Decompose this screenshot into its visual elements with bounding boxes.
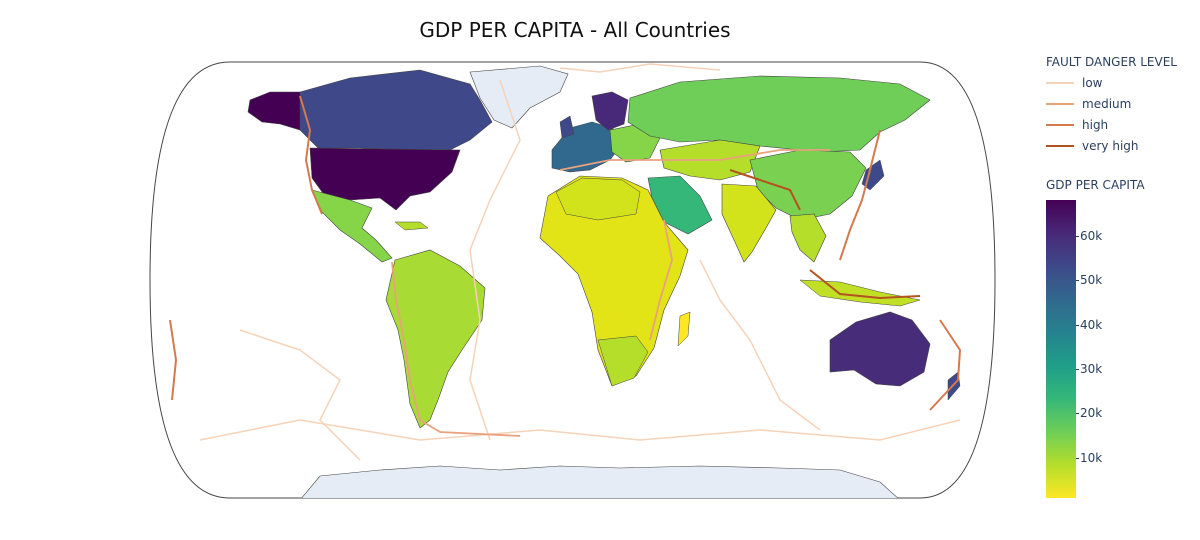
legend-swatch-medium bbox=[1046, 102, 1074, 105]
country-caribbean[interactable] bbox=[394, 221, 429, 231]
legend-label-very-high: very high bbox=[1082, 138, 1139, 153]
region-southern-africa[interactable] bbox=[597, 335, 649, 387]
country-mexico[interactable] bbox=[311, 189, 393, 263]
colorbar-gradient bbox=[1046, 200, 1076, 498]
country-new-zealand[interactable] bbox=[947, 371, 961, 401]
country-madagascar[interactable] bbox=[677, 311, 691, 347]
colorbar-tick-10k: 10k bbox=[1075, 450, 1103, 465]
legend-label-low: low bbox=[1082, 75, 1103, 90]
fault-lines bbox=[169, 63, 962, 461]
legend-label-medium: medium bbox=[1082, 96, 1132, 111]
continent-antarctica[interactable] bbox=[299, 465, 901, 500]
fault-line-medium-rift bbox=[649, 219, 673, 341]
colorbar-tick-30k: 30k bbox=[1075, 362, 1103, 376]
fault-line-low-arctic bbox=[559, 63, 721, 73]
legend-swatch-low bbox=[1046, 81, 1074, 84]
fault-line-high-west-us bbox=[299, 95, 323, 215]
fault-legend-title: FAULT DANGER LEVEL bbox=[1046, 55, 1177, 69]
legend-label-high: high bbox=[1082, 117, 1109, 132]
fault-line-medium-alpide bbox=[559, 149, 830, 171]
legend-swatch-very-high bbox=[1046, 144, 1074, 147]
fault-line-medium-andes bbox=[391, 261, 521, 437]
colorbar-title: GDP PER CAPITA bbox=[1046, 178, 1145, 192]
fault-danger-legend: FAULT DANGER LEVEL low medium high very … bbox=[1046, 55, 1196, 156]
fault-line-low-antarctic bbox=[199, 419, 961, 441]
colorbar-tick-60k: 60k bbox=[1075, 228, 1103, 243]
region-north-africa[interactable] bbox=[555, 177, 641, 221]
fault-line-high-tonga bbox=[929, 319, 962, 411]
fault-line-high-japan bbox=[839, 129, 881, 261]
fault-line-veryhigh-indonesia bbox=[809, 269, 921, 300]
country-usa[interactable] bbox=[309, 147, 461, 211]
country-scandinavia[interactable] bbox=[591, 91, 629, 131]
legend-item-low[interactable]: low bbox=[1046, 72, 1196, 93]
country-india[interactable] bbox=[721, 183, 777, 263]
legend-swatch-high bbox=[1046, 123, 1074, 126]
chart-title: GDP PER CAPITA - All Countries bbox=[419, 18, 731, 42]
region-southeast-asia[interactable] bbox=[789, 213, 827, 263]
country-australia[interactable] bbox=[829, 311, 931, 387]
country-uk[interactable] bbox=[559, 115, 575, 139]
country-russia[interactable] bbox=[627, 75, 931, 153]
fault-line-low-indian bbox=[699, 259, 821, 431]
fault-line-high-east-pacific bbox=[169, 319, 178, 401]
legend-item-very-high[interactable]: very high bbox=[1046, 135, 1196, 156]
fault-line-veryhigh-himalaya bbox=[729, 169, 801, 211]
fault-line-low-atlantic bbox=[469, 79, 521, 441]
country-alaska[interactable] bbox=[247, 91, 301, 131]
legend-item-medium[interactable]: medium bbox=[1046, 93, 1196, 114]
colorbar-tick-20k: 20k bbox=[1075, 406, 1103, 421]
colorbar-tick-40k: 40k bbox=[1075, 317, 1103, 332]
fault-line-low-pacific bbox=[239, 329, 361, 461]
country-greenland[interactable] bbox=[469, 65, 569, 129]
legend-item-high[interactable]: high bbox=[1046, 114, 1196, 135]
colorbar-tick-50k: 50k bbox=[1075, 273, 1103, 288]
